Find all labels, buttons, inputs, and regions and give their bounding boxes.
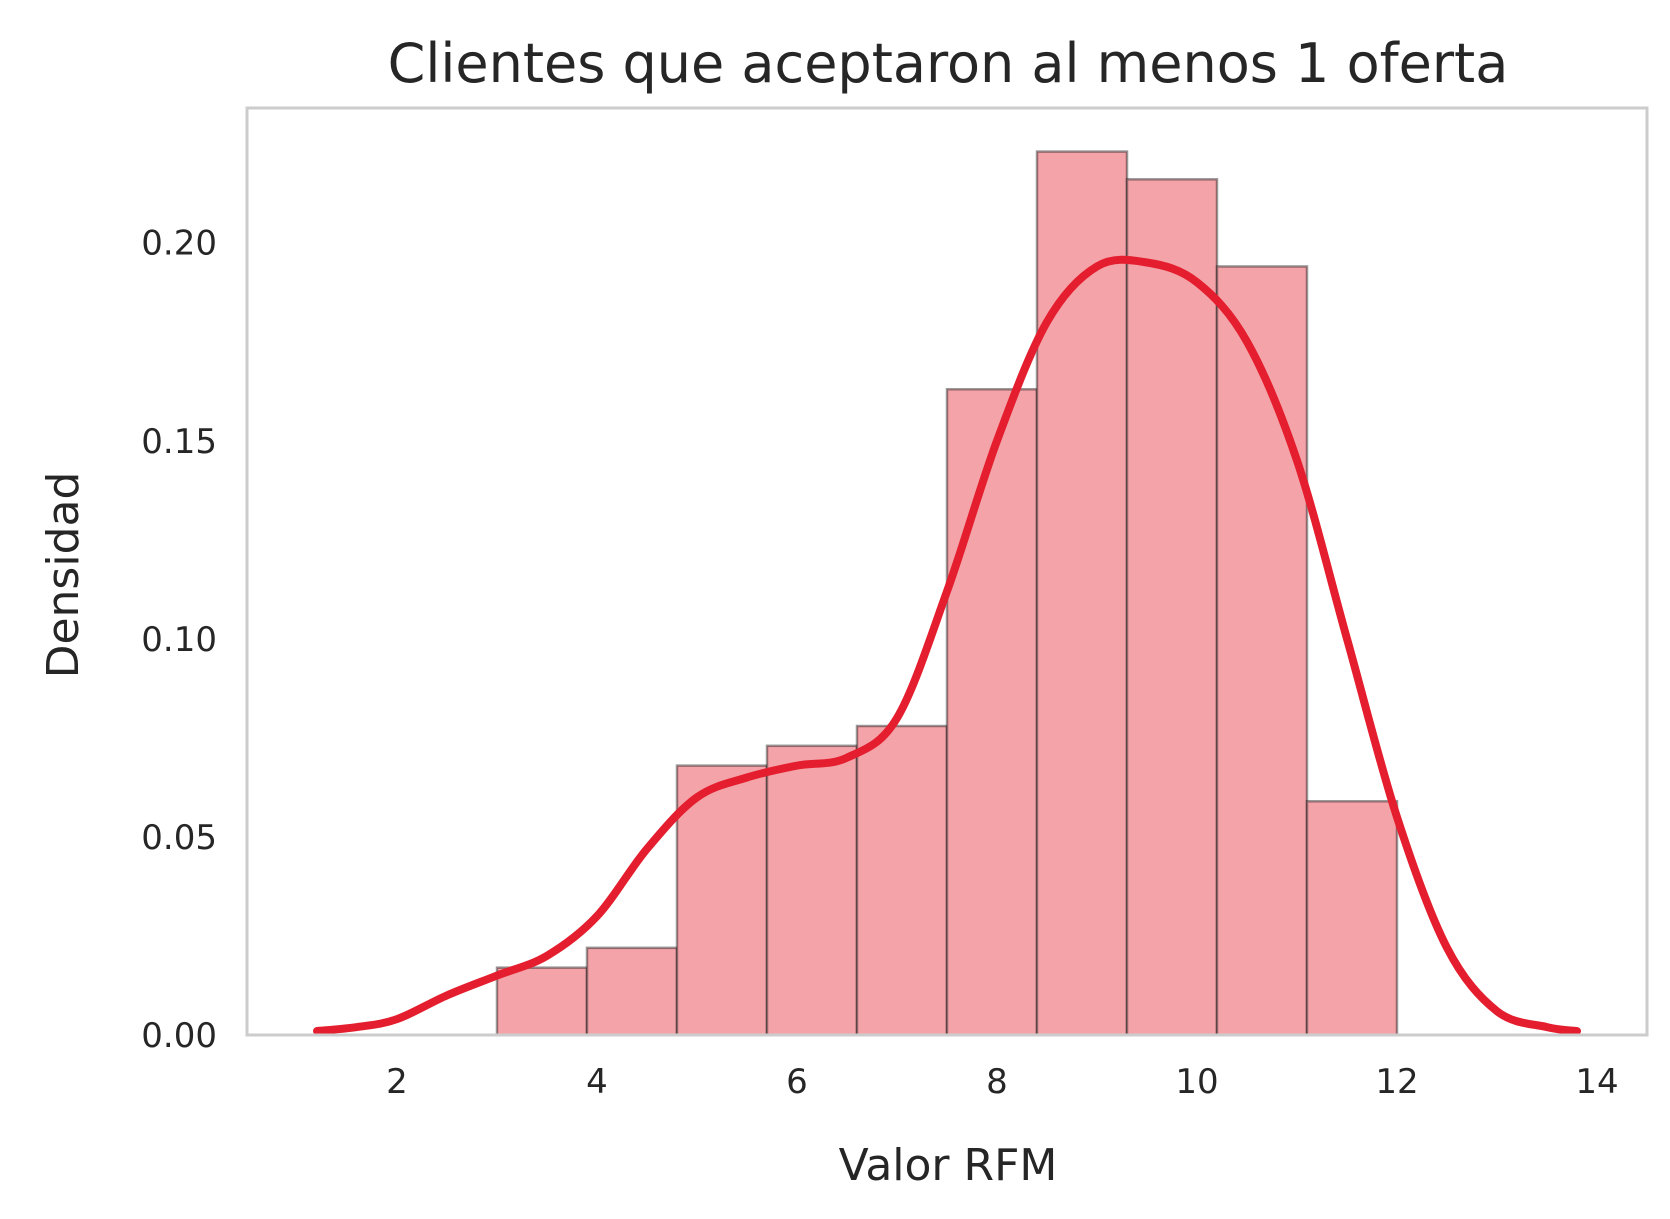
histogram-bar: [1035, 150, 1129, 1037]
histogram-bar: [495, 966, 589, 1037]
y-tick-label: 0.15: [141, 422, 217, 462]
plot-frame: [245, 106, 1649, 1037]
y-tick-label: 0.00: [141, 1016, 217, 1056]
x-tick-label: 8: [986, 1062, 1008, 1102]
histogram-bar: [765, 744, 859, 1037]
histogram-bar: [1125, 178, 1219, 1037]
x-tick-label: 12: [1375, 1062, 1418, 1102]
chart-title: Clientes que aceptaron al menos 1 oferta: [388, 32, 1509, 95]
y-axis-ticks: 0.00 0.05 0.10 0.15 0.20: [141, 224, 217, 1056]
histogram-bar: [675, 764, 769, 1037]
x-tick-label: 10: [1175, 1062, 1218, 1102]
x-tick-label: 6: [786, 1062, 808, 1102]
y-tick-label: 0.20: [141, 224, 217, 264]
x-axis-label: Valor RFM: [839, 1140, 1058, 1191]
kde-curve: [313, 255, 1581, 1036]
x-tick-label: 14: [1575, 1062, 1618, 1102]
x-tick-label: 4: [586, 1062, 608, 1102]
histogram-bar: [855, 724, 949, 1037]
plot-area: [313, 150, 1581, 1037]
x-axis-ticks: 2 4 6 8 10 12 14: [386, 1062, 1618, 1102]
histogram-bar: [585, 946, 679, 1037]
y-tick-label: 0.10: [141, 620, 217, 660]
y-tick-label: 0.05: [141, 818, 217, 858]
histogram-bar: [945, 388, 1039, 1037]
y-axis-label: Densidad: [38, 472, 89, 679]
x-tick-label: 2: [386, 1062, 408, 1102]
histogram-bar: [1305, 800, 1399, 1037]
histogram-bar: [1215, 265, 1309, 1037]
